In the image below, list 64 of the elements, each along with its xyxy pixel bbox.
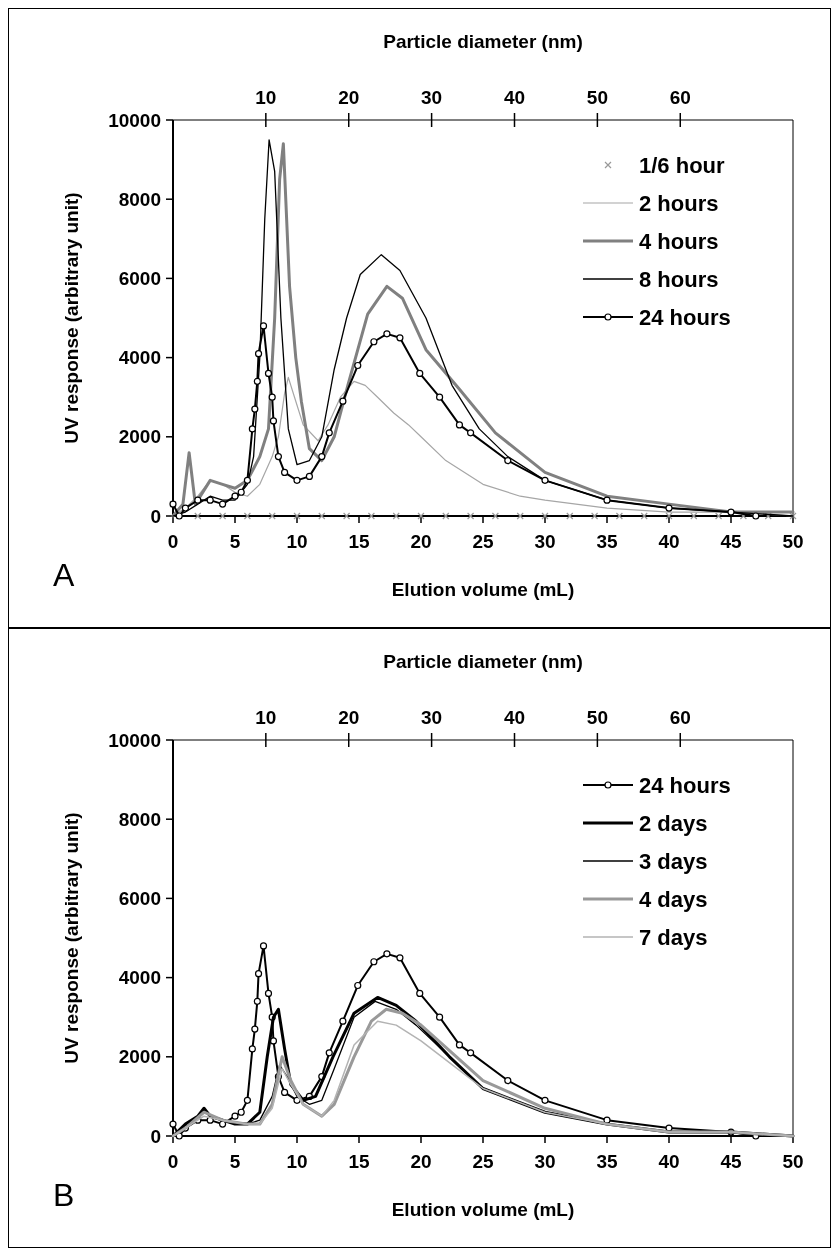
x-tick-label: 45 xyxy=(720,531,742,552)
y-tick-label: 2000 xyxy=(118,1046,161,1068)
x2-tick-label: 40 xyxy=(503,707,526,728)
y-tick-label: 6000 xyxy=(118,268,161,290)
x2-tick-label: 40 xyxy=(503,87,526,108)
x-tick-label: 35 xyxy=(596,1151,618,1172)
x2-axis-title: Particle diameter (nm) xyxy=(383,651,583,672)
x-tick-label: 10 xyxy=(286,1151,308,1172)
x-tick-label: 25 xyxy=(472,1151,494,1172)
y-tick-label: 8000 xyxy=(118,808,161,830)
x2-tick-label: 10 xyxy=(255,87,277,108)
x2-axis-title: Particle diameter (nm) xyxy=(383,31,583,52)
x-tick-label: 40 xyxy=(658,531,680,552)
y-tick-label: 10000 xyxy=(108,109,161,131)
legend-label: 7 days xyxy=(639,924,708,950)
x-tick-label: 10 xyxy=(286,531,308,552)
x-tick-label: 40 xyxy=(658,1151,680,1172)
x2-tick-label: 60 xyxy=(669,87,691,108)
x2-tick-label: 60 xyxy=(669,707,691,728)
x2-tick-label: 30 xyxy=(421,707,443,728)
x2-tick-label: 10 xyxy=(255,707,277,728)
legend-label: 2 days xyxy=(639,810,708,836)
y-tick-label: 2000 xyxy=(118,426,161,448)
legend-label: 24 hours xyxy=(639,304,731,330)
x2-tick-label: 30 xyxy=(421,87,443,108)
x-tick-label: 50 xyxy=(782,1151,804,1172)
legend-label: 2 hours xyxy=(639,190,719,216)
y-tick-label: 4000 xyxy=(118,347,161,369)
text: B xyxy=(53,1177,75,1213)
y-tick-label: 0 xyxy=(150,1125,161,1147)
legend-label: 4 hours xyxy=(639,228,719,254)
legend-label: 4 days xyxy=(639,886,708,912)
x2-tick-label: 50 xyxy=(586,87,608,108)
x-tick-label: 35 xyxy=(596,531,618,552)
x-axis-title: Elution volume (mL) xyxy=(391,579,575,600)
legend-label: 24 hours xyxy=(639,772,731,798)
x-tick-label: 25 xyxy=(472,531,494,552)
y-axis-title: UV response (arbitrary unit) xyxy=(61,812,82,1064)
y-tick-label: 4000 xyxy=(118,967,161,989)
y-tick-label: 8000 xyxy=(118,188,161,210)
y-tick-label: 0 xyxy=(150,505,161,527)
x2-tick-label: 20 xyxy=(338,707,360,728)
x2-tick-label: 20 xyxy=(338,87,360,108)
text: A xyxy=(53,557,75,593)
x-tick-label: 20 xyxy=(410,1151,432,1172)
legend-label: 1/6 hour xyxy=(639,152,726,178)
x-tick-label: 30 xyxy=(534,1151,556,1172)
x-tick-label: 0 xyxy=(167,1151,179,1172)
x2-tick-label: 50 xyxy=(586,707,608,728)
y-tick-label: 6000 xyxy=(118,888,161,910)
x-tick-label: 20 xyxy=(410,531,432,552)
x-tick-label: 15 xyxy=(348,531,370,552)
legend-label: 8 hours xyxy=(639,266,719,292)
x-tick-label: 0 xyxy=(167,531,179,552)
x-tick-label: 50 xyxy=(782,531,804,552)
y-axis-title: UV response (arbitrary unit) xyxy=(61,192,82,444)
x-tick-label: 30 xyxy=(534,531,556,552)
x-tick-label: 15 xyxy=(348,1151,370,1172)
x-axis-title: Elution volume (mL) xyxy=(391,1199,575,1220)
x-tick-label: 45 xyxy=(720,1151,742,1172)
y-tick-label: 10000 xyxy=(108,729,161,751)
legend-label: 3 days xyxy=(639,848,708,874)
x-tick-label: 5 xyxy=(229,1151,241,1172)
x-tick-label: 5 xyxy=(229,531,241,552)
